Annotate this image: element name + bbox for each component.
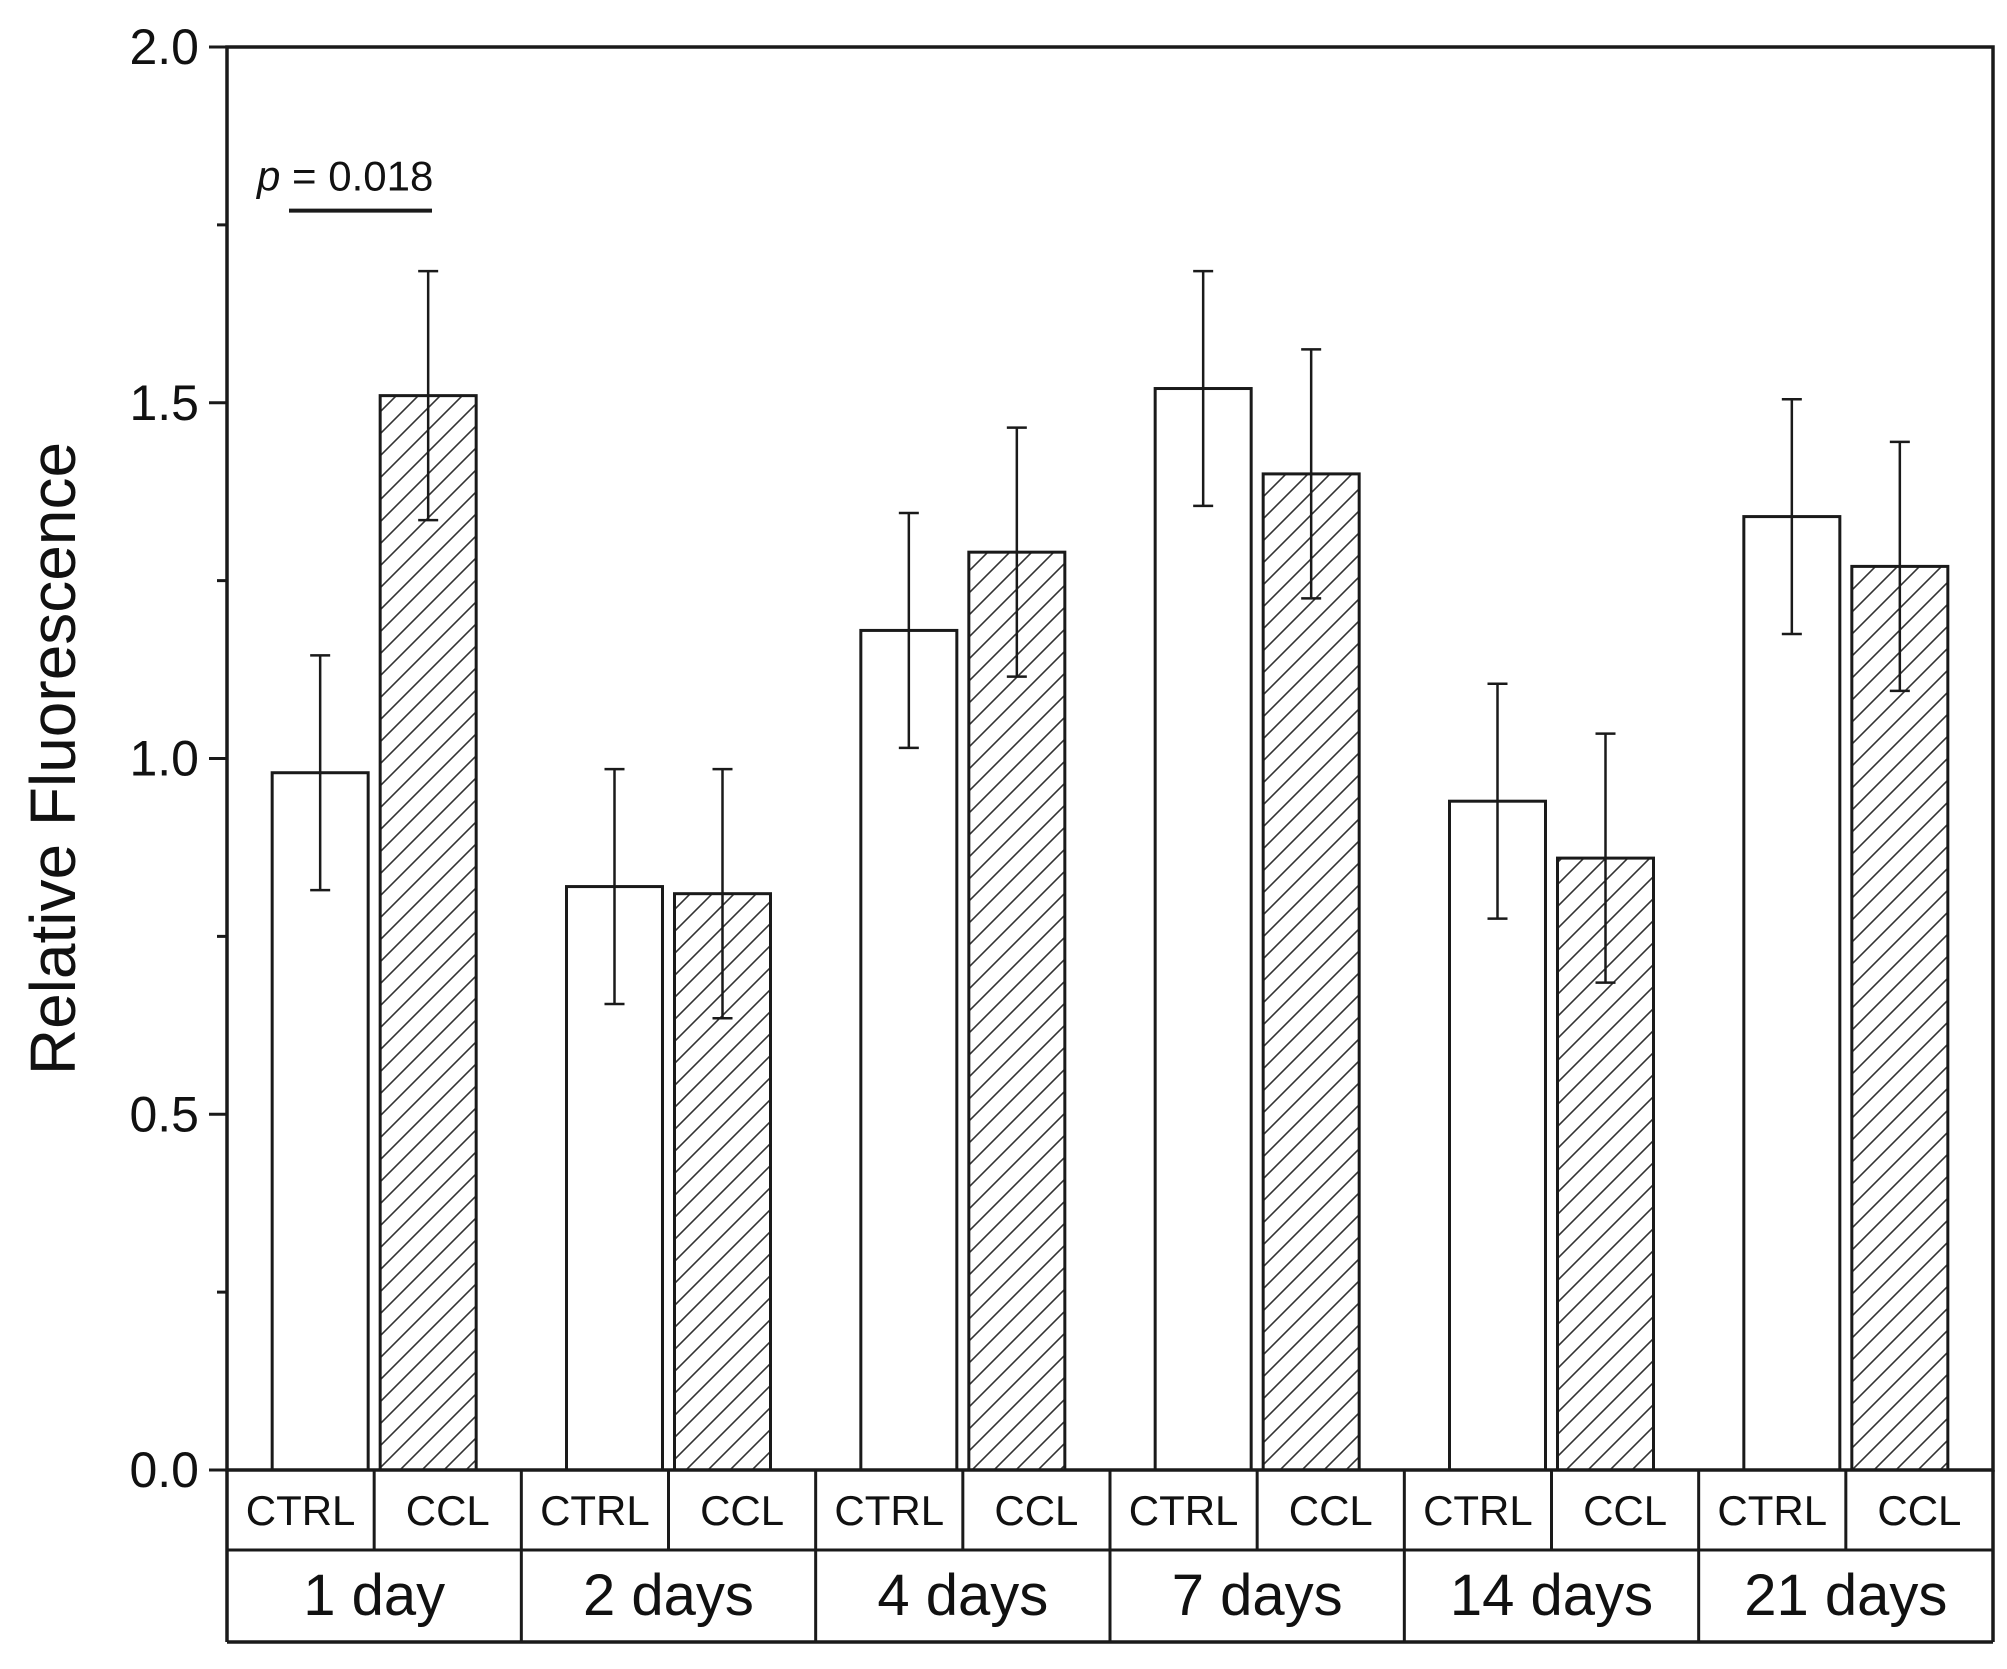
plot-frame: [225, 45, 1995, 1472]
bar-ctrl-4: [1153, 387, 1253, 1472]
condition-label-ccl: CCL: [700, 1487, 784, 1534]
condition-label-ccl: CCL: [994, 1487, 1078, 1534]
bar-ctrl-6: [1742, 515, 1842, 1472]
condition-label-ccl: CCL: [406, 1487, 490, 1534]
y-tick-label: 0.5: [129, 1086, 199, 1142]
condition-label-ctrl: CTRL: [1423, 1487, 1533, 1534]
p-value-label: p = 0.018: [255, 153, 433, 200]
group-label: 1 day: [303, 1563, 445, 1628]
bar-ccl-3: [967, 550, 1067, 1472]
bar-ccl-1: [378, 394, 478, 1472]
group-label: 4 days: [877, 1563, 1048, 1628]
y-axis-title: Relative Fluorescence: [17, 442, 89, 1075]
group-label: 21 days: [1744, 1563, 1947, 1628]
group-label: 14 days: [1450, 1563, 1653, 1628]
bar-ccl-6: [1850, 564, 1950, 1472]
p-symbol: p: [255, 153, 280, 200]
condition-label-ccl: CCL: [1583, 1487, 1667, 1534]
condition-label-ctrl: CTRL: [540, 1487, 650, 1534]
bar-ctrl-3: [859, 628, 959, 1472]
condition-label-ctrl: CTRL: [834, 1487, 944, 1534]
y-tick-label: 1.0: [129, 731, 199, 787]
group-label: 2 days: [583, 1563, 754, 1628]
condition-label-ctrl: CTRL: [1717, 1487, 1827, 1534]
bar-ccl-4: [1261, 472, 1361, 1472]
y-tick-label: 0.0: [129, 1442, 199, 1498]
condition-label-ctrl: CTRL: [246, 1487, 356, 1534]
p-value: = 0.018: [280, 153, 433, 200]
y-tick-label: 2.0: [129, 19, 199, 75]
plot-area: 0.0 0.5 1.0 1.5 2.0 CTRL CCL 1 day CTRL CCL 2 days…: [129, 19, 1995, 1644]
condition-label-ccl: CCL: [1877, 1487, 1961, 1534]
y-tick-label: 1.5: [129, 375, 199, 431]
condition-label-ccl: CCL: [1289, 1487, 1373, 1534]
condition-label-ctrl: CTRL: [1129, 1487, 1239, 1534]
group-label: 7 days: [1172, 1563, 1343, 1628]
